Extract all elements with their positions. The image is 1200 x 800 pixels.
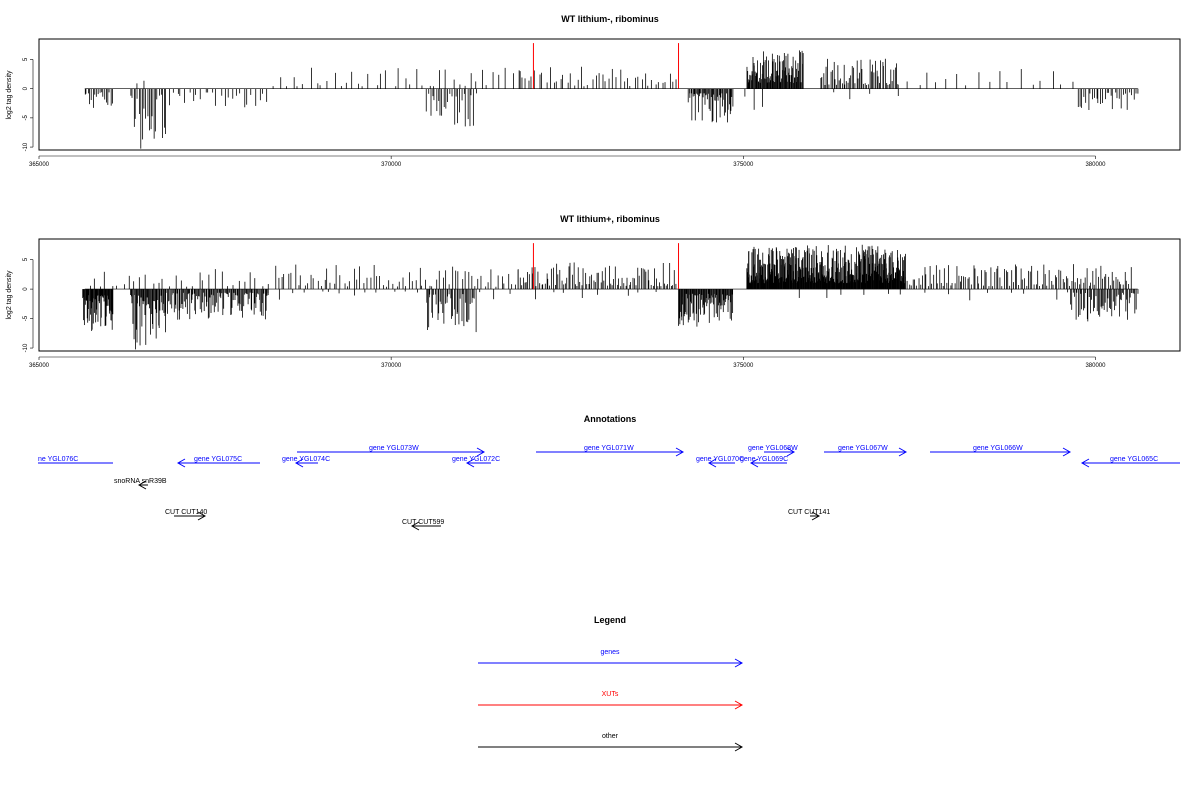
annotation-feature: gene YGL067W	[824, 445, 908, 457]
legend-item-gene: genes	[478, 649, 744, 668]
legend-arrowhead	[734, 700, 744, 710]
legend-label: genes	[600, 649, 620, 656]
x-tick-label: 365000	[29, 162, 50, 168]
bars	[84, 43, 1139, 149]
y-tick-label: 0	[23, 287, 29, 291]
y-tick-label: 0	[23, 86, 29, 90]
feature-label: gene YGL066W	[973, 445, 1023, 452]
annotation-feature: gene YGL075C	[176, 456, 260, 468]
plot-frame	[38, 238, 1181, 352]
arrowhead	[410, 521, 420, 531]
annotation-feature: CUT CUT599	[402, 519, 444, 531]
annotation-feature: gene YGL069C	[740, 456, 788, 468]
arrowhead	[137, 480, 147, 490]
legend-items: genes XUTs other	[478, 649, 744, 752]
x-tick-label: 380000	[1085, 162, 1106, 168]
annotation-feature: gene YGL068W	[748, 445, 798, 457]
feature-label: gene YGL074C	[282, 456, 330, 463]
feature-label: snoRNA snR39B	[114, 478, 167, 485]
y-axis-label: log2 tag density	[6, 270, 13, 320]
arrowhead	[465, 458, 475, 468]
arrowhead	[1080, 458, 1090, 468]
annotation-feature: gene YGL072C	[452, 456, 500, 468]
y-tick-label: 5	[23, 257, 29, 261]
y-tick-label: -5	[23, 315, 29, 321]
feature-label: gene YGL065C	[1110, 456, 1158, 463]
track-panel-lithium-plus: WT lithium+, ribominus log2 tag density …	[6, 214, 1181, 369]
feature-label: gene YGL071W	[584, 445, 634, 452]
annotation-feature: gene YGL066W	[930, 445, 1072, 457]
arrowhead	[707, 458, 717, 468]
plot-frame	[38, 38, 1181, 151]
legend-title: Legend	[594, 615, 626, 625]
y-tick-label: -10	[23, 343, 29, 352]
arrowhead	[811, 511, 821, 521]
feature-label: gene YGL067W	[838, 445, 888, 452]
x-tick-label: 370000	[381, 363, 402, 369]
arrowhead	[197, 511, 207, 521]
axes: 365000 370000 375000 380000 5 0 -5 -10	[23, 257, 1106, 369]
legend-arrowhead	[734, 742, 744, 752]
y-tick-label: 5	[23, 57, 29, 61]
track-panel-lithium-minus: WT lithium-, ribominus log2 tag density …	[6, 14, 1181, 168]
y-axis-label: log2 tag density	[6, 70, 13, 120]
annotation-features: ne YGL076C gene YGL075C gene YGL074C gene Y…	[38, 445, 1180, 531]
x-tick-label: 380000	[1085, 363, 1106, 369]
legend-label: other	[602, 733, 619, 740]
x-tick-label: 375000	[733, 162, 754, 168]
annotation-feature: gene YGL070C	[696, 456, 744, 468]
x-tick-label: 370000	[381, 162, 402, 168]
annotation-feature: ne YGL076C	[38, 456, 113, 464]
annotation-feature: snoRNA snR39B	[114, 478, 167, 490]
y-tick-label: -5	[23, 115, 29, 121]
annotation-feature: gene YGL065C	[1080, 456, 1180, 468]
arrowhead	[675, 447, 685, 457]
feature-label: ne YGL076C	[38, 456, 78, 463]
feature-label: CUT CUT599	[402, 519, 444, 526]
legend-label: XUTs	[602, 691, 619, 698]
arrowhead	[294, 458, 304, 468]
annotation-feature: CUT CUT141	[788, 509, 830, 521]
legend-item-xut: XUTs	[478, 691, 744, 710]
annotation-feature: gene YGL074C	[282, 456, 330, 468]
bars	[82, 243, 1139, 350]
y-tick-label: -10	[23, 142, 29, 151]
annotation-feature: CUT CUT140	[165, 509, 207, 521]
annotation-feature: gene YGL071W	[536, 445, 685, 457]
feature-label: CUT CUT141	[788, 509, 830, 516]
feature-label: gene YGL069C	[740, 456, 788, 463]
feature-label: gene YGL073W	[369, 445, 419, 452]
arrowhead	[1062, 447, 1072, 457]
legend-arrowhead	[734, 658, 744, 668]
feature-label: gene YGL068W	[748, 445, 798, 452]
arrowhead	[476, 447, 486, 457]
annotations-track: Annotations ne YGL076C gene YGL075C gene Y…	[38, 414, 1180, 531]
x-tick-label: 365000	[29, 363, 50, 369]
x-tick-label: 375000	[733, 363, 754, 369]
annotations-title: Annotations	[584, 414, 637, 424]
panel-title: WT lithium-, ribominus	[561, 14, 659, 24]
legend: Legend genes XUTs other	[478, 615, 744, 752]
panel-title: WT lithium+, ribominus	[560, 214, 660, 224]
arrowhead	[898, 447, 908, 457]
arrowhead	[786, 447, 796, 457]
feature-label: gene YGL072C	[452, 456, 500, 463]
feature-label: gene YGL070C	[696, 456, 744, 463]
legend-item-other: other	[478, 733, 744, 752]
feature-label: gene YGL075C	[194, 456, 242, 463]
annotation-feature: gene YGL073W	[297, 445, 486, 457]
arrowhead	[176, 458, 186, 468]
axes: 365000 370000 375000 380000 5 0 -5 -10	[23, 57, 1106, 168]
feature-label: CUT CUT140	[165, 509, 207, 516]
arrowhead	[749, 458, 759, 468]
